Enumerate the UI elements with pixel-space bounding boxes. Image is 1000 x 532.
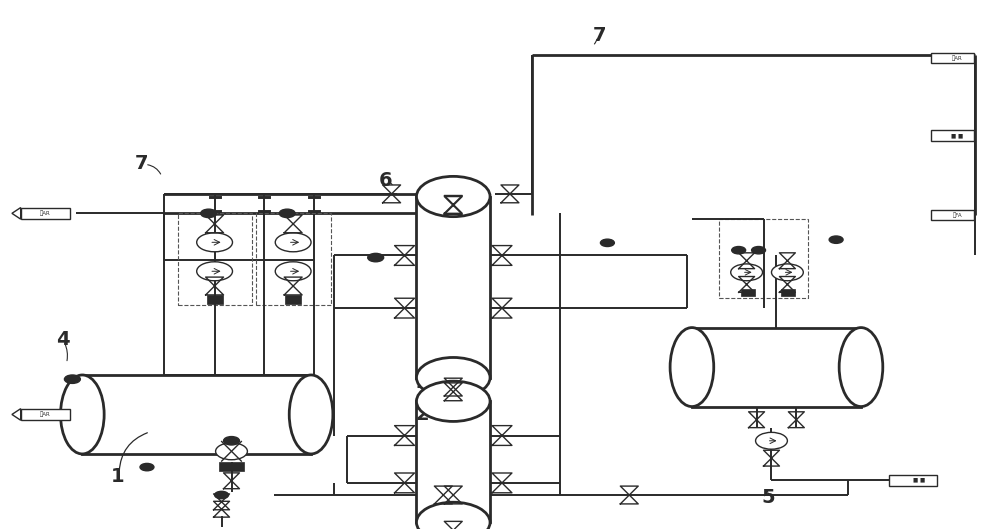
- Bar: [207, 295, 223, 304]
- Text: 工AR: 工AR: [952, 55, 963, 61]
- Text: 工FA: 工FA: [953, 212, 962, 218]
- Bar: [741, 289, 755, 296]
- Bar: [416, 401, 490, 522]
- Ellipse shape: [289, 375, 333, 454]
- Bar: [416, 196, 490, 378]
- Ellipse shape: [61, 375, 104, 454]
- Text: 6: 6: [379, 171, 392, 190]
- Text: ■ ■: ■ ■: [913, 478, 925, 483]
- Bar: [781, 289, 795, 296]
- Bar: [178, 213, 252, 305]
- Bar: [931, 210, 974, 220]
- Circle shape: [275, 233, 311, 252]
- Bar: [219, 462, 244, 471]
- Circle shape: [197, 262, 232, 281]
- Text: 2: 2: [416, 405, 429, 424]
- Bar: [692, 328, 861, 406]
- Polygon shape: [12, 207, 21, 219]
- Bar: [82, 375, 311, 454]
- Circle shape: [731, 264, 763, 281]
- Ellipse shape: [416, 177, 490, 217]
- Text: 工AR: 工AR: [40, 412, 51, 417]
- Text: 7: 7: [593, 26, 606, 45]
- Circle shape: [197, 233, 232, 252]
- Circle shape: [368, 253, 384, 262]
- Circle shape: [201, 209, 217, 218]
- Circle shape: [279, 209, 295, 218]
- Bar: [931, 53, 974, 63]
- Ellipse shape: [670, 328, 714, 406]
- Text: 5: 5: [762, 488, 775, 507]
- Circle shape: [771, 264, 803, 281]
- Ellipse shape: [416, 381, 490, 421]
- Circle shape: [275, 262, 311, 281]
- Circle shape: [732, 246, 746, 254]
- Ellipse shape: [416, 358, 490, 398]
- Text: 7: 7: [135, 154, 149, 173]
- Text: 1: 1: [110, 467, 124, 486]
- Bar: [21, 409, 70, 420]
- Text: 4: 4: [56, 330, 69, 349]
- Circle shape: [216, 443, 247, 460]
- Text: 工AR: 工AR: [40, 211, 51, 216]
- Bar: [719, 219, 808, 297]
- Bar: [21, 207, 70, 219]
- Circle shape: [215, 492, 229, 498]
- Polygon shape: [12, 409, 21, 420]
- Circle shape: [600, 239, 614, 246]
- Bar: [889, 475, 937, 486]
- Circle shape: [829, 236, 843, 243]
- Circle shape: [64, 375, 80, 384]
- Text: 3: 3: [863, 358, 877, 377]
- Circle shape: [224, 437, 239, 445]
- Circle shape: [140, 463, 154, 471]
- Circle shape: [756, 433, 787, 449]
- Ellipse shape: [839, 328, 883, 406]
- Ellipse shape: [416, 502, 490, 532]
- Circle shape: [752, 246, 766, 254]
- Text: 2: 2: [416, 373, 429, 393]
- Bar: [285, 295, 301, 304]
- Bar: [256, 213, 331, 305]
- Bar: [931, 130, 974, 140]
- Text: ■ ■: ■ ■: [951, 133, 964, 138]
